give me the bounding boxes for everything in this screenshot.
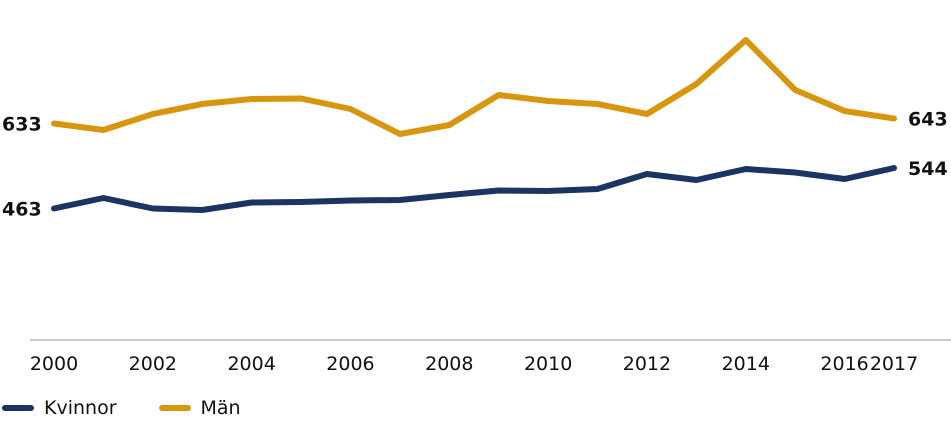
data-point-kvinnor-2001 — [100, 195, 106, 201]
data-point-kvinnor-2013 — [693, 177, 699, 183]
x-tick-labels: 2000 2002 2004 2006 2008 2010 2012 2014 2016 2017 — [30, 353, 918, 375]
data-point-man-2006 — [347, 106, 353, 112]
data-point-kvinnor-2006 — [347, 198, 353, 204]
data-point-man-2005 — [298, 96, 304, 102]
data-point-man-2001 — [100, 127, 106, 133]
x-tick-label-2016: 2016 — [820, 353, 868, 375]
data-point-kvinnor-2008 — [446, 192, 452, 198]
data-point-man-2009 — [496, 92, 502, 98]
data-point-kvinnor-2017 — [891, 165, 897, 171]
series-layer — [51, 37, 897, 213]
data-point-kvinnor-2015 — [792, 170, 798, 176]
data-point-kvinnor-2002 — [150, 206, 156, 212]
legend-item-kvinnor: Kvinnor — [2, 397, 117, 419]
data-point-man-2002 — [150, 111, 156, 117]
legend: Kvinnor Män — [2, 397, 283, 419]
x-tick-label-2002: 2002 — [129, 353, 177, 375]
data-point-man-2016 — [842, 108, 848, 114]
end-value-label-kvinnor: 544 — [908, 158, 948, 180]
series-line-man — [51, 37, 897, 137]
data-point-man-2017 — [891, 116, 897, 122]
legend-item-man: Män — [158, 397, 241, 419]
data-point-kvinnor-2000 — [51, 206, 57, 212]
start-value-label-man: 633 — [2, 114, 42, 136]
x-tick-label-2004: 2004 — [227, 353, 275, 375]
end-value-label-man: 643 — [908, 109, 948, 131]
data-point-kvinnor-2004 — [249, 200, 255, 206]
data-point-kvinnor-2007 — [397, 197, 403, 203]
data-point-kvinnor-2016 — [842, 176, 848, 182]
legend-swatch-man — [158, 405, 191, 411]
legend-swatch-kvinnor — [2, 405, 34, 411]
data-point-kvinnor-2009 — [496, 188, 502, 194]
line-chart: 463 544 633 643 2000 2002 2004 2006 2008 2010 201… — [2, 37, 951, 375]
data-point-kvinnor-2005 — [298, 199, 304, 205]
data-point-man-2012 — [644, 111, 650, 117]
legend-label-man: Män — [200, 397, 241, 419]
data-point-man-2008 — [446, 122, 452, 128]
data-point-kvinnor-2012 — [644, 171, 650, 177]
data-point-kvinnor-2014 — [743, 166, 749, 172]
data-point-man-2010 — [545, 98, 551, 104]
data-point-kvinnor-2010 — [545, 188, 551, 194]
x-tick-label-2014: 2014 — [722, 353, 770, 375]
data-point-kvinnor-2011 — [595, 186, 601, 192]
data-point-man-2014 — [743, 37, 749, 43]
series-line-kvinnor — [51, 165, 897, 213]
data-point-man-2013 — [693, 81, 699, 87]
data-point-kvinnor-2003 — [199, 207, 205, 213]
x-tick-label-2010: 2010 — [524, 353, 572, 375]
start-value-label-kvinnor: 463 — [2, 199, 42, 221]
data-point-man-2015 — [792, 87, 798, 93]
x-tick-label-2008: 2008 — [425, 353, 473, 375]
legend-label-kvinnor: Kvinnor — [44, 397, 117, 419]
x-tick-label-2000: 2000 — [30, 353, 78, 375]
data-point-man-2007 — [397, 131, 403, 137]
data-point-man-2011 — [595, 101, 601, 107]
x-tick-label-2017: 2017 — [870, 353, 918, 375]
x-tick-label-2012: 2012 — [623, 353, 671, 375]
data-point-man-2000 — [51, 121, 57, 127]
data-point-man-2004 — [249, 96, 255, 102]
data-point-man-2003 — [199, 101, 205, 107]
x-tick-label-2006: 2006 — [326, 353, 374, 375]
end-labels-layer: 463 544 633 643 — [2, 109, 948, 221]
